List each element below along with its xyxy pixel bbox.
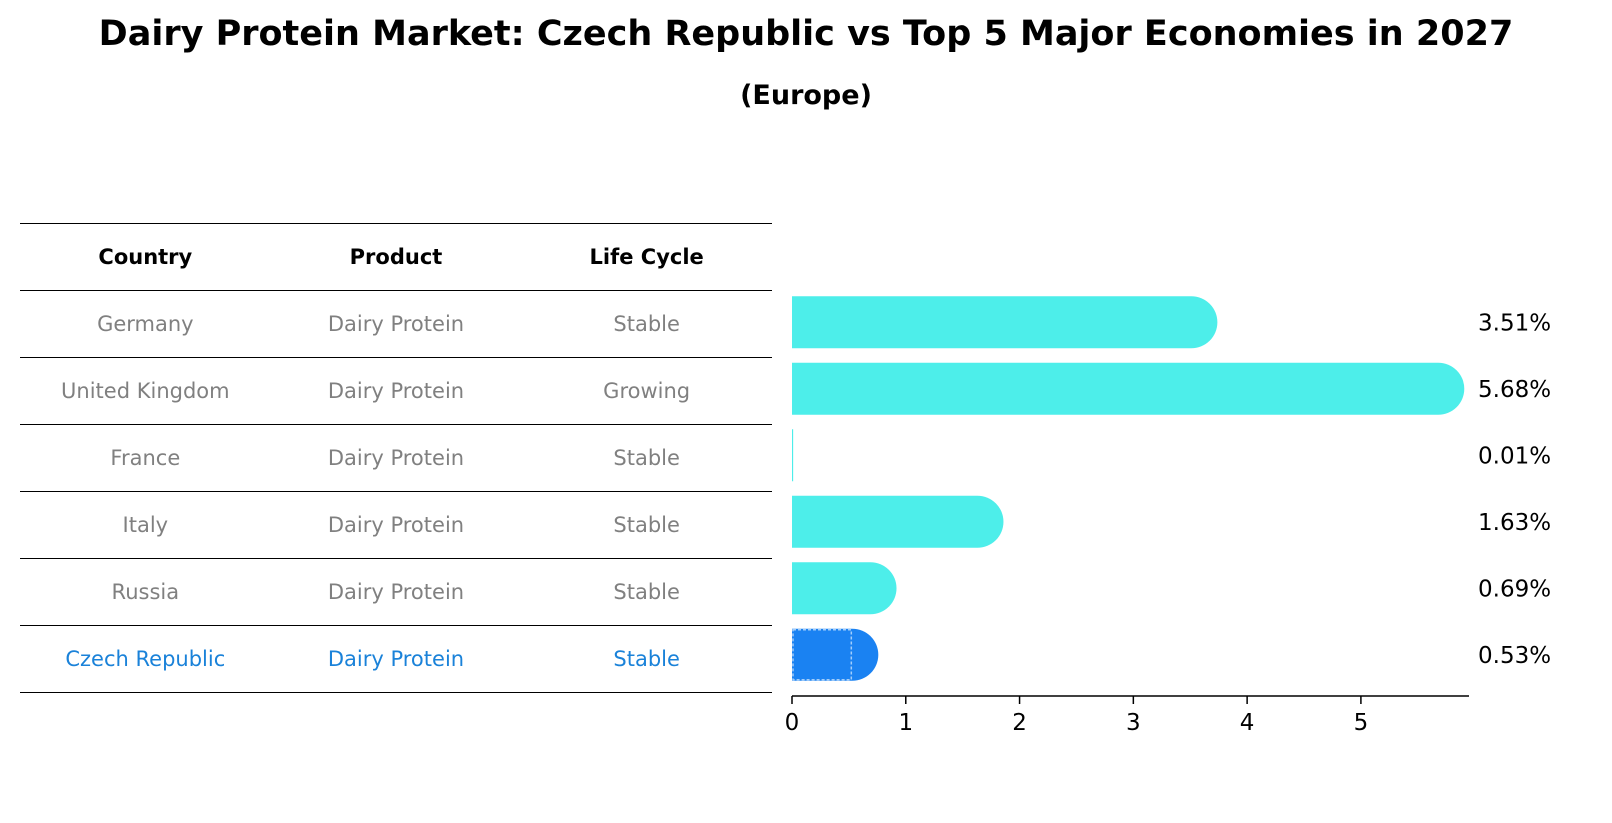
cell-life-cycle: Stable xyxy=(521,424,772,492)
table-header-row: Country Product Life Cycle xyxy=(20,223,772,291)
cell-life-cycle: Stable xyxy=(521,290,772,358)
x-tick-label: 0 xyxy=(785,710,800,736)
value-label: 3.51% xyxy=(1478,310,1551,336)
cell-country: Italy xyxy=(20,491,271,559)
x-tick-label: 1 xyxy=(898,710,913,736)
cell-life-cycle: Stable xyxy=(521,625,772,693)
cell-country: Germany xyxy=(20,290,271,358)
bar-united-kingdom xyxy=(792,362,1465,415)
header-country: Country xyxy=(20,223,271,291)
cell-product: Dairy Protein xyxy=(270,424,522,492)
x-tick-label: 3 xyxy=(1126,710,1141,736)
table-row: Russia Dairy Protein Stable xyxy=(20,558,772,626)
bar-highlight-outline xyxy=(792,629,853,681)
table-row-highlighted: Czech Republic Dairy Protein Stable xyxy=(20,625,772,693)
bar-czech-republic xyxy=(792,628,879,681)
bar-france xyxy=(792,429,794,482)
header-product: Product xyxy=(270,223,522,291)
value-label: 1.63% xyxy=(1478,510,1551,536)
table-row: France Dairy Protein Stable xyxy=(20,424,772,492)
bar-italy xyxy=(792,495,1004,548)
cell-product: Dairy Protein xyxy=(270,357,522,425)
cell-life-cycle: Stable xyxy=(521,491,772,559)
value-label: 0.53% xyxy=(1478,643,1551,669)
x-tick-label: 5 xyxy=(1354,710,1369,736)
cell-product: Dairy Protein xyxy=(270,558,522,626)
cell-country: France xyxy=(20,424,271,492)
value-label: 5.68% xyxy=(1478,377,1551,403)
cell-country: United Kingdom xyxy=(20,357,271,425)
bar-russia xyxy=(792,562,897,615)
x-tick-label: 4 xyxy=(1240,710,1255,736)
table-row: Germany Dairy Protein Stable xyxy=(20,290,772,358)
data-table: Country Product Life Cycle Germany Dairy… xyxy=(20,223,772,693)
cell-product: Dairy Protein xyxy=(270,290,522,358)
bar-germany xyxy=(792,296,1218,349)
header-life-cycle: Life Cycle xyxy=(521,223,772,291)
cell-product: Dairy Protein xyxy=(270,491,522,559)
value-label: 0.01% xyxy=(1478,443,1551,469)
cell-life-cycle: Stable xyxy=(521,558,772,626)
chart-title: Dairy Protein Market: Czech Republic vs … xyxy=(98,14,1514,54)
cell-product: Dairy Protein xyxy=(270,625,522,693)
cell-country: Russia xyxy=(20,558,271,626)
chart-subtitle: (Europe) xyxy=(740,80,872,111)
x-tick-label: 2 xyxy=(1012,710,1027,736)
table-row: Italy Dairy Protein Stable xyxy=(20,491,772,559)
table-row: United Kingdom Dairy Protein Growing xyxy=(20,357,772,425)
cell-country: Czech Republic xyxy=(20,625,271,693)
value-label: 0.69% xyxy=(1478,576,1551,602)
